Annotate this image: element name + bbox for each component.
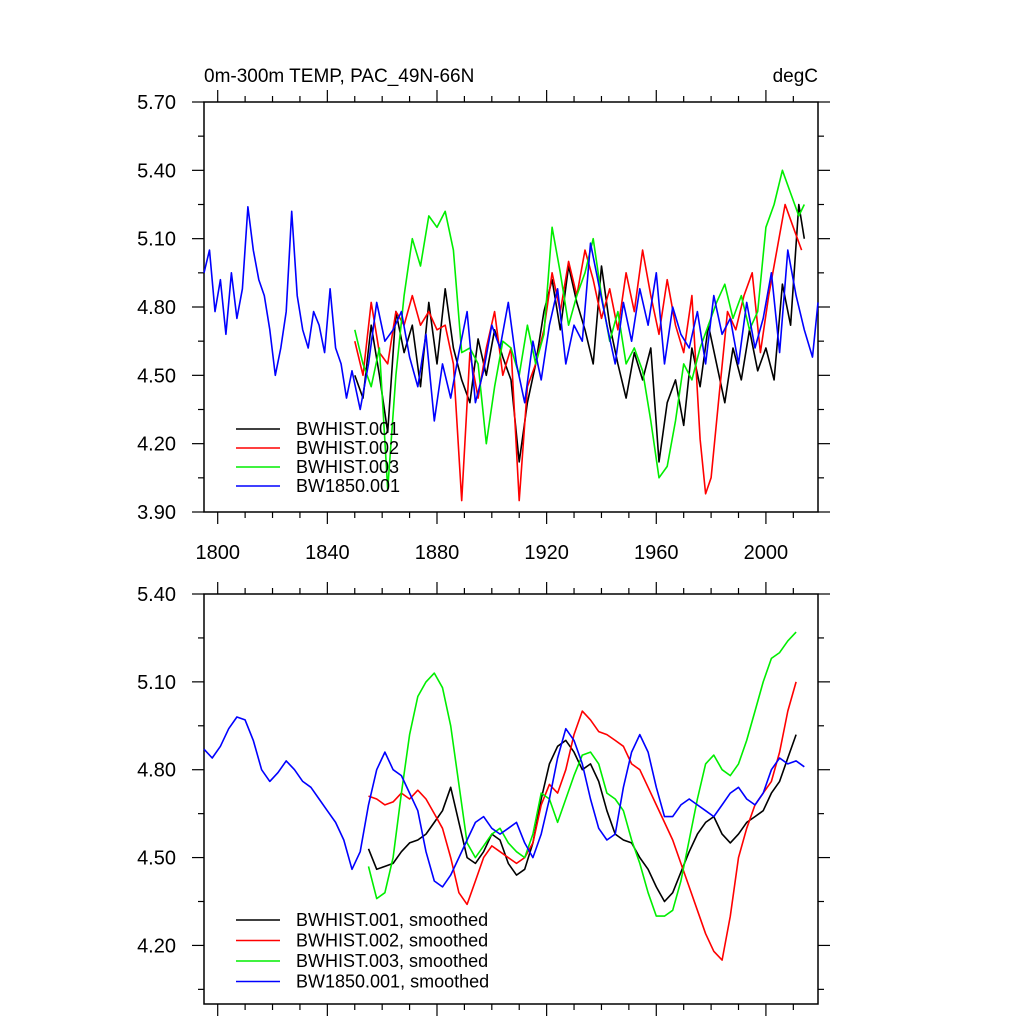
legend-label: BW1850.001 xyxy=(296,476,400,496)
legend-label: BWHIST.002, smoothed xyxy=(296,931,488,951)
bottom-series xyxy=(203,631,805,961)
bottom-ticks: 4.20 4.50 4.80 5.10 5.40 xyxy=(137,582,830,1016)
y-tick-label: 4.50 xyxy=(137,365,176,387)
series-line-bw1850-001 xyxy=(203,206,819,422)
bottom-plot-frame xyxy=(203,593,819,1005)
y-tick-label: 4.80 xyxy=(137,760,176,782)
y-tick-label: 4.20 xyxy=(137,935,176,957)
x-tick-label: 1880 xyxy=(415,542,460,564)
x-tick-label: 1960 xyxy=(634,542,679,564)
y-tick-label: 3.90 xyxy=(137,502,176,524)
top-series xyxy=(203,169,819,502)
top-ticks: 1800 1840 1880 1920 1960 2000 3.90 4.20 4.50 4.80… xyxy=(137,90,830,564)
legend-label: BWHIST.003, smoothed xyxy=(296,951,488,971)
series-line-bwhist-001-smoothed xyxy=(367,734,797,903)
top-plot-title: 0m-300m TEMP, PAC_49N-66N xyxy=(204,66,474,87)
y-tick-label: 4.80 xyxy=(137,297,176,319)
y-tick-label: 5.70 xyxy=(137,92,176,114)
top-plot-units: degC xyxy=(773,66,818,87)
series-line-bw1850-001-smoothed xyxy=(203,716,805,888)
y-tick-label: 5.40 xyxy=(137,584,176,606)
y-tick-label: 5.10 xyxy=(137,229,176,251)
legend-label: BWHIST.001, smoothed xyxy=(296,910,488,930)
series-line-bwhist-003 xyxy=(354,169,806,491)
series-line-bwhist-003-smoothed xyxy=(367,631,797,917)
series-line-bwhist-001 xyxy=(354,203,806,463)
x-tick-label: 2000 xyxy=(744,542,789,564)
y-tick-label: 5.40 xyxy=(137,160,176,182)
x-tick-label: 1920 xyxy=(524,542,569,564)
top-panel: 0m-300m TEMP, PAC_49N-66N degC 1800 1840 1… xyxy=(137,66,830,564)
legend-label: BWHIST.002 xyxy=(296,438,399,458)
x-tick-label: 1800 xyxy=(195,542,240,564)
bottom-panel: 4.20 4.50 4.80 5.10 5.40 BWHIST.001, smoothe… xyxy=(137,582,830,1016)
legend-label: BWHIST.003 xyxy=(296,457,399,477)
y-tick-label: 4.50 xyxy=(137,848,176,870)
series-line-bwhist-002-smoothed xyxy=(368,681,797,961)
legend-label: BWHIST.001 xyxy=(296,419,399,439)
x-tick-label: 1840 xyxy=(305,542,350,564)
y-tick-label: 4.20 xyxy=(137,434,176,456)
legend-label: BW1850.001, smoothed xyxy=(296,972,489,992)
y-tick-label: 5.10 xyxy=(137,672,176,694)
